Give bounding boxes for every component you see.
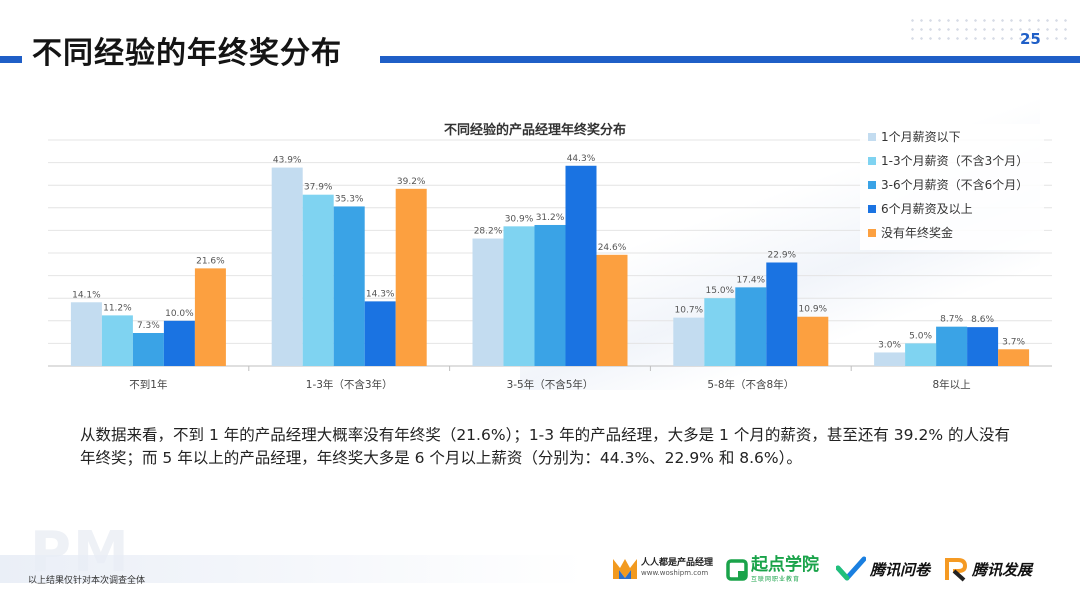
data-label: 28.2% (474, 227, 503, 237)
decorative-dot-grid (908, 16, 1068, 42)
data-label: 3.0% (878, 340, 901, 350)
data-label: 22.9% (768, 250, 797, 260)
data-label: 14.1% (72, 290, 101, 300)
bar (797, 316, 829, 366)
tencent-wenjuan-name: 腾讯问卷 (870, 560, 931, 579)
data-label: 31.2% (536, 213, 565, 223)
bar (132, 333, 164, 366)
bar (874, 352, 906, 366)
tencent-wenjuan-logo: 腾讯问卷 (836, 556, 930, 582)
woshipm-m-icon (613, 559, 637, 579)
bar (936, 326, 968, 366)
legend-label: 1-3个月薪资（不含3个月） (881, 153, 1028, 168)
bar (534, 224, 566, 366)
tencent-fazhan-name: 腾讯发展 (972, 560, 1033, 579)
tencent-fazhan-logo: 腾讯发展 (944, 556, 1032, 582)
bar (704, 298, 736, 366)
data-label: 5.0% (909, 331, 932, 341)
category-label: 不到1年 (129, 378, 167, 391)
bar (596, 254, 628, 366)
legend-swatch (868, 205, 876, 213)
qidian-subtitle: 互联网职业教育 (751, 576, 801, 583)
footnote: 以上结果仅针对本次调查全体 (28, 576, 146, 586)
footer-stripe (0, 555, 586, 583)
data-label: 43.9% (273, 156, 302, 166)
category-label: 3-5年（不含5年） (507, 378, 594, 391)
woshipm-url: www.woshipm.com (641, 569, 709, 577)
bar (333, 206, 365, 366)
legend-swatch (868, 181, 876, 189)
data-label: 39.2% (397, 177, 426, 187)
bar (998, 349, 1030, 366)
data-label: 35.3% (335, 194, 364, 204)
data-label: 10.9% (799, 305, 828, 315)
bar (766, 262, 798, 366)
bar (565, 165, 597, 366)
header-accent-left (0, 56, 22, 63)
bar (194, 268, 226, 366)
qidian-name: 起点学院 (751, 555, 819, 575)
legend-label: 3-6个月薪资（不含6个月） (881, 177, 1028, 192)
chart-title: 不同经验的产品经理年终奖分布 (444, 122, 626, 138)
data-label: 7.3% (137, 321, 160, 331)
bar-chart: 不同经验的产品经理年终奖分布 14.1%11.2% 7.3% 10.0% 21.6% 不到… (48, 122, 1052, 391)
data-label: 37.9% (304, 183, 333, 193)
page-number: 25 (1020, 30, 1041, 48)
woshipm-logo: 人人都是产品经理 www.woshipm.com (612, 556, 713, 580)
data-label: 15.0% (706, 286, 735, 296)
legend-label: 1个月薪资以下 (881, 130, 961, 144)
bar (905, 343, 937, 366)
page-title: 不同经验的年终奖分布 (32, 36, 342, 71)
data-label: 44.3% (567, 154, 596, 164)
legend-background (860, 124, 1044, 250)
legend-swatch (868, 133, 876, 141)
data-label: 24.6% (598, 243, 627, 253)
data-label: 14.3% (366, 289, 395, 299)
data-label: 17.4% (737, 275, 766, 285)
data-label: 30.9% (505, 214, 534, 224)
data-label: 10.7% (675, 306, 704, 316)
bar (472, 238, 504, 366)
category-label: 8年以上 (933, 378, 971, 391)
bar (364, 301, 396, 366)
bar (967, 327, 999, 366)
qidian-icon (726, 558, 748, 581)
data-label: 3.7% (1002, 337, 1025, 347)
data-label: 8.6% (971, 315, 994, 325)
qidian-logo: 起点学院 互联网职业教育 (726, 556, 819, 583)
bar (163, 320, 195, 366)
bar (673, 317, 705, 366)
data-label: 21.6% (196, 256, 225, 266)
data-label: 11.2% (103, 303, 132, 313)
fazhan-icon (945, 558, 968, 582)
data-label: 8.7% (940, 315, 963, 325)
category-label: 5-8年（不含8年） (707, 378, 794, 391)
bar (503, 226, 535, 366)
data-label: 10.0% (165, 309, 194, 319)
woshipm-name: 人人都是产品经理 (641, 558, 714, 568)
bar (271, 167, 303, 366)
bar (395, 188, 427, 366)
legend-label: 没有年终奖金 (881, 225, 953, 240)
bar (735, 287, 767, 366)
bar (302, 194, 334, 366)
category-label: 1-3年（不含3年） (306, 378, 393, 391)
legend-label: 6个月薪资及以上 (881, 202, 973, 216)
bar (101, 315, 133, 366)
summary-paragraph: 从数据来看，不到 1 年的产品经理大概率没有年终奖（21.6%）；1-3 年的产… (80, 426, 1010, 467)
bar (70, 302, 102, 366)
legend-swatch (868, 157, 876, 165)
header-accent-right (380, 56, 1080, 63)
legend-swatch (868, 229, 876, 237)
checkmark-icon (836, 556, 866, 581)
